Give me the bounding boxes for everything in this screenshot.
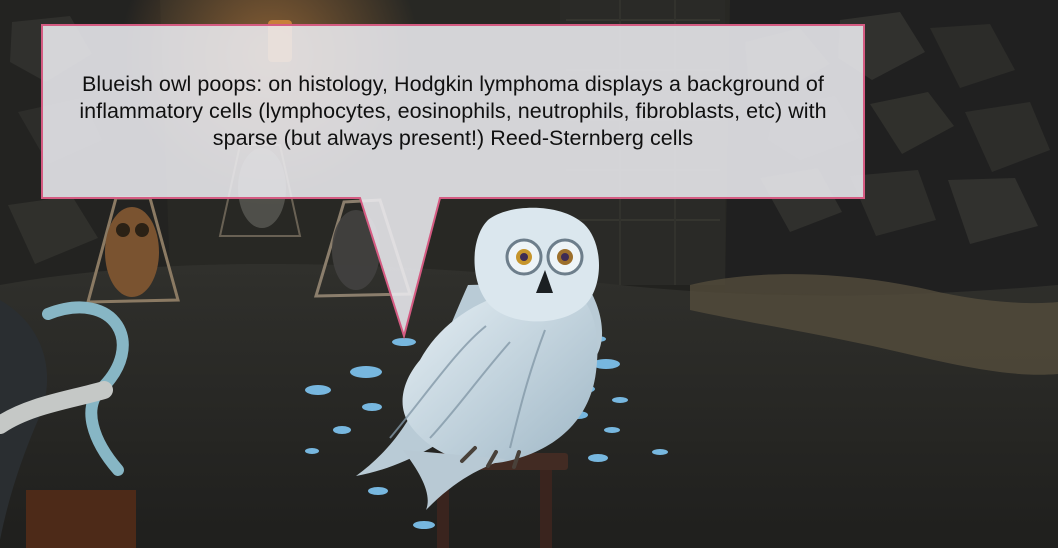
straw-patch [690,274,1058,375]
speech-callout: Blueish owl poops: on histology, Hodgkin… [42,25,864,198]
callout-text: Blueish owl poops: on histology, Hodgkin… [79,72,827,150]
blue-white-snowy-owl [356,207,603,510]
archer-character [0,300,136,548]
